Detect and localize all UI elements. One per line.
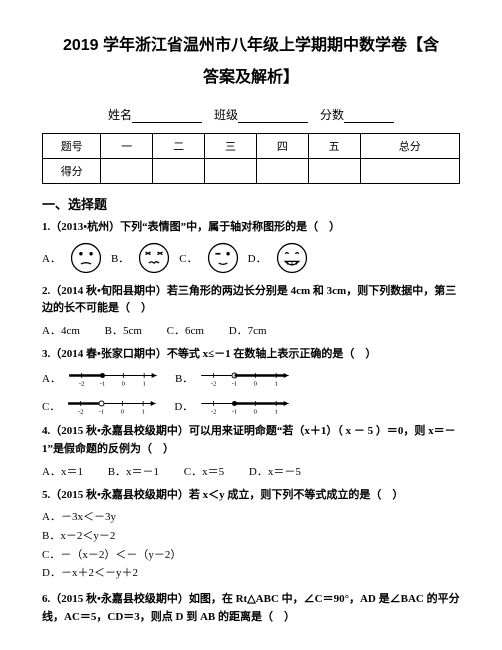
cell <box>256 159 308 184</box>
q5-opt-d: D．－x＋2＜－y＋2 <box>42 564 460 583</box>
q1-label-c: C． <box>179 250 197 266</box>
svg-text:0: 0 <box>121 409 125 416</box>
svg-text:-2: -2 <box>211 409 217 416</box>
face-a-icon <box>69 241 103 275</box>
svg-text:0: 0 <box>254 409 258 416</box>
name-blank <box>132 122 202 123</box>
score-label: 分数 <box>320 108 344 122</box>
th-4: 四 <box>256 134 308 159</box>
th-5: 五 <box>308 134 360 159</box>
page-title: 2019 学年浙江省温州市八年级上学期期中数学卷【含 答案及解析】 <box>42 30 460 94</box>
q1-label-b: B． <box>111 250 129 266</box>
numberline-d-icon: -2 -1 0 1 <box>197 395 297 417</box>
q2-opt-c: C．6cm <box>167 322 204 338</box>
q2-opt-b: B．5cm <box>105 322 142 338</box>
q4-options: A．x＝1 B．x＝－1 C．x＝5 D．x＝－5 <box>42 463 460 479</box>
q4-opt-d: D．x＝－5 <box>249 463 301 479</box>
svg-text:1: 1 <box>142 409 145 416</box>
q1-text: 1.（2013•杭州）下列“表情图”中，属于轴对称图形的是（ ） <box>42 221 340 233</box>
q3-text: 3.（2014 春•张家口期中）不等式 x≤－1 在数轴上表示正确的是（ ） <box>42 348 376 360</box>
q3-label-b: B． <box>175 370 193 386</box>
numberline-b-icon: -2 -1 0 1 <box>197 367 297 389</box>
question-2: 2.（2014 秋•旬阳县期中）若三角形的两边长分别是 4cm 和 3cm，则下… <box>42 283 460 318</box>
svg-text:-1: -1 <box>232 409 238 416</box>
q2-text: 2.（2014 秋•旬阳县期中）若三角形的两边长分别是 4cm 和 3cm，则下… <box>42 285 456 315</box>
student-info-line: 姓名 班级 分数 <box>42 106 460 123</box>
svg-text:1: 1 <box>142 381 145 388</box>
score-blank <box>344 122 394 123</box>
q5-opt-c: C．－（x－2）＜－（y－2） <box>42 546 460 565</box>
q1-label-a: A． <box>42 250 61 266</box>
q4-text: 4.（2015 秋•永嘉县校级期中）可以用来证明命题“若（x＋1）（ x － 5… <box>42 425 456 455</box>
class-blank <box>238 122 308 123</box>
q6-text: 6.（2015 秋•永嘉县校级期中）如图，在 Rt△ABC 中，∠C＝90°，A… <box>42 593 460 623</box>
cell <box>360 159 459 184</box>
name-label: 姓名 <box>108 108 132 122</box>
th-0: 题号 <box>43 134 101 159</box>
th-6: 总分 <box>360 134 459 159</box>
numberline-a-icon: -2 -1 0 1 <box>65 367 165 389</box>
q4-opt-a: A．x＝1 <box>42 463 83 479</box>
question-5: 5.（2015 秋•永嘉县校级期中）若 x＜y 成立，则下列不等式成立的是（ ） <box>42 487 460 505</box>
q3-label-c: C． <box>42 398 60 414</box>
title-line1: 2019 学年浙江省温州市八年级上学期期中数学卷【含 <box>42 30 460 62</box>
q2-opt-a: A．4cm <box>42 322 80 338</box>
q4-opt-b: B．x＝－1 <box>108 463 159 479</box>
title-line2: 答案及解析】 <box>42 62 460 94</box>
q5-opt-a: A．－3x＜－3y <box>42 508 460 527</box>
q1-label-d: D． <box>248 250 267 266</box>
face-d-icon <box>275 241 309 275</box>
svg-text:-1: -1 <box>232 381 238 388</box>
section-heading: 一、选择题 <box>42 194 460 213</box>
cell <box>308 159 360 184</box>
svg-text:-2: -2 <box>211 381 217 388</box>
q2-opt-d: D．7cm <box>229 322 267 338</box>
question-6: 6.（2015 秋•永嘉县校级期中）如图，在 Rt△ABC 中，∠C＝90°，A… <box>42 591 460 626</box>
q2-options: A．4cm B．5cm C．6cm D．7cm <box>42 322 460 338</box>
table-row: 得分 <box>43 159 460 184</box>
score-table: 题号 一 二 三 四 五 总分 得分 <box>42 133 460 184</box>
cell <box>101 159 153 184</box>
table-row: 题号 一 二 三 四 五 总分 <box>43 134 460 159</box>
cell <box>153 159 205 184</box>
q3-options-row1: A． -2 -1 0 1 B． <box>42 367 460 389</box>
row-label: 得分 <box>43 159 101 184</box>
face-c-icon <box>206 241 240 275</box>
svg-text:0: 0 <box>122 381 126 388</box>
cell <box>205 159 257 184</box>
svg-text:-2: -2 <box>78 409 84 416</box>
question-1: 1.（2013•杭州）下列“表情图”中，属于轴对称图形的是（ ） <box>42 219 460 237</box>
svg-text:1: 1 <box>275 381 278 388</box>
q1-options: A． B． C． D． <box>42 241 460 275</box>
q5-options: A．－3x＜－3y B．x－2＜y－2 C．－（x－2）＜－（y－2） D．－x… <box>42 508 460 583</box>
question-4: 4.（2015 秋•永嘉县校级期中）可以用来证明命题“若（x＋1）（ x － 5… <box>42 423 460 458</box>
q3-options-row2: C． -2 -1 0 1 D． <box>42 395 460 417</box>
th-3: 三 <box>205 134 257 159</box>
face-b-icon <box>137 241 171 275</box>
q3-label-d: D． <box>174 398 193 414</box>
numberline-c-icon: -2 -1 0 1 <box>64 395 164 417</box>
svg-text:1: 1 <box>275 409 278 416</box>
svg-text:0: 0 <box>254 381 258 388</box>
svg-text:-2: -2 <box>79 381 85 388</box>
q4-opt-c: C．x＝5 <box>184 463 224 479</box>
th-2: 二 <box>153 134 205 159</box>
q5-opt-b: B．x－2＜y－2 <box>42 527 460 546</box>
svg-text:-1: -1 <box>99 409 105 416</box>
class-label: 班级 <box>214 108 238 122</box>
q5-text: 5.（2015 秋•永嘉县校级期中）若 x＜y 成立，则下列不等式成立的是（ ） <box>42 489 403 501</box>
question-3: 3.（2014 春•张家口期中）不等式 x≤－1 在数轴上表示正确的是（ ） <box>42 346 460 364</box>
q3-label-a: A． <box>42 370 61 386</box>
svg-text:-1: -1 <box>100 381 106 388</box>
th-1: 一 <box>101 134 153 159</box>
